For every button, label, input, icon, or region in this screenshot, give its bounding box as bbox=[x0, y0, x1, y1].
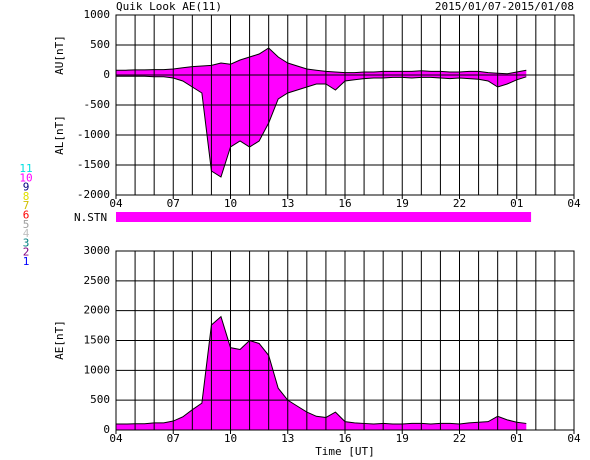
series-line bbox=[116, 75, 527, 178]
x-tick-label: 04 bbox=[567, 432, 581, 445]
y-axis-label: AL[nT] bbox=[53, 115, 66, 155]
x-tick-label: 13 bbox=[281, 197, 294, 210]
x-axis-label: Time [UT] bbox=[315, 445, 375, 458]
nstn-label: N.STN bbox=[74, 211, 107, 224]
x-tick-label: 10 bbox=[224, 432, 237, 445]
nstn-bar bbox=[116, 212, 532, 222]
area-fill bbox=[116, 316, 527, 430]
y-tick-label: 2000 bbox=[84, 304, 111, 317]
y-tick-label: 3000 bbox=[84, 244, 111, 257]
legend-entry: 9 bbox=[23, 181, 30, 194]
x-tick-label: 19 bbox=[396, 197, 409, 210]
legend-entry: 1 bbox=[23, 255, 30, 268]
x-tick-label: 01 bbox=[510, 197, 523, 210]
area-fill bbox=[116, 48, 527, 177]
y-tick-label: 0 bbox=[103, 68, 110, 81]
y-axis-label: AU[nT] bbox=[53, 35, 66, 75]
x-tick-label: 13 bbox=[281, 432, 294, 445]
x-tick-label: 10 bbox=[224, 197, 237, 210]
x-tick-label: 04 bbox=[109, 432, 123, 445]
x-tick-label: 22 bbox=[453, 197, 466, 210]
y-tick-label: 1000 bbox=[84, 8, 111, 21]
x-tick-label: 07 bbox=[167, 432, 180, 445]
x-tick-label: 04 bbox=[109, 197, 123, 210]
y-tick-label: 1500 bbox=[84, 334, 111, 347]
series-line bbox=[116, 315, 527, 425]
legend-entry: 5 bbox=[23, 218, 30, 231]
y-tick-label: -1000 bbox=[77, 128, 110, 141]
plot-frame bbox=[115, 14, 575, 196]
y-tick-label: -1500 bbox=[77, 158, 110, 171]
chart-title: Quik Look AE(11) bbox=[116, 0, 222, 13]
x-tick-label: 19 bbox=[396, 432, 409, 445]
plot-frame bbox=[115, 250, 575, 431]
x-tick-label: 04 bbox=[567, 197, 581, 210]
legend-entry: 11 bbox=[19, 162, 32, 175]
legend-entry: 2 bbox=[23, 246, 30, 259]
legend-entry: 10 bbox=[19, 171, 32, 184]
y-tick-label: 0 bbox=[103, 423, 110, 436]
y-tick-label: -500 bbox=[84, 98, 111, 111]
legend-entry: 6 bbox=[23, 209, 30, 222]
y-tick-label: 2500 bbox=[84, 274, 111, 287]
legend-entry: 7 bbox=[23, 199, 30, 212]
y-tick-label: 1000 bbox=[84, 363, 111, 376]
date-range: 2015/01/07-2015/01/08 bbox=[435, 0, 574, 13]
legend-entry: 4 bbox=[23, 227, 30, 240]
legend-entry: 8 bbox=[23, 190, 30, 203]
x-tick-label: 07 bbox=[167, 197, 180, 210]
series-line bbox=[116, 47, 527, 75]
y-tick-label: 500 bbox=[90, 38, 110, 51]
y-axis-label: AE[nT] bbox=[53, 320, 66, 360]
x-tick-label: 01 bbox=[510, 432, 523, 445]
legend-entry: 3 bbox=[23, 236, 30, 249]
x-tick-label: 16 bbox=[338, 197, 351, 210]
x-tick-label: 16 bbox=[338, 432, 351, 445]
y-tick-label: -2000 bbox=[77, 188, 110, 201]
y-tick-label: 500 bbox=[90, 393, 110, 406]
x-tick-label: 22 bbox=[453, 432, 466, 445]
